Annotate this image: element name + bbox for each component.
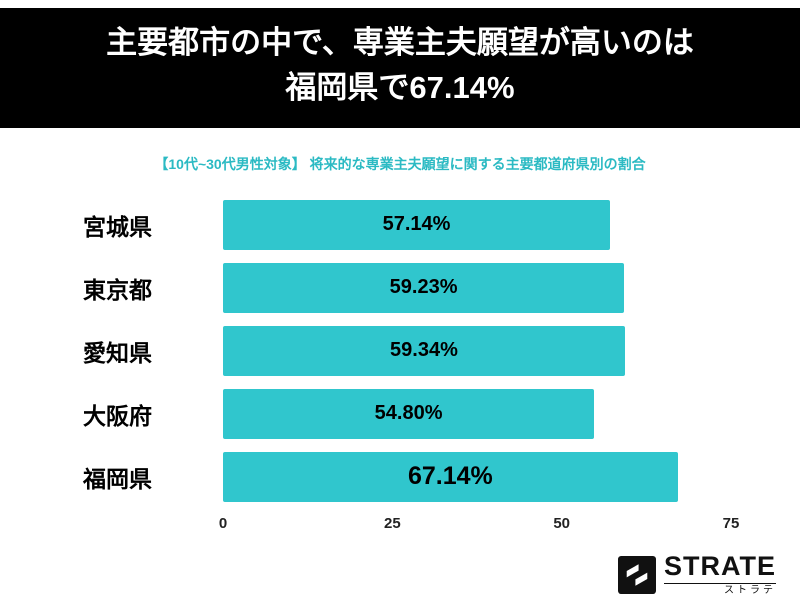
plot-area: 67.14% — [223, 451, 731, 502]
category-label: 福岡県 — [83, 465, 152, 492]
bar: 59.23% — [223, 262, 625, 313]
bar-value-label: 67.14% — [407, 462, 493, 491]
category-label: 愛知県 — [83, 339, 152, 366]
bar-value-label: 54.80% — [374, 402, 443, 425]
axis-tick-labels: 0 25 50 75 — [219, 514, 740, 535]
axis-tick-label: 50 — [553, 514, 570, 532]
strate-logo: STRATE ストラテ — [618, 553, 776, 596]
x-axis: 0 25 50 75 — [83, 514, 740, 535]
category-label: 宮城県 — [83, 213, 152, 240]
axis-tick-label: 0 — [218, 514, 228, 532]
bar-chart: 宮城県 57.14% 東京都 59.23% 愛知県 59.34% 大阪府 54.80% 福岡県 6… — [83, 199, 740, 535]
strate-logo-icon — [618, 555, 656, 594]
category-label: 大阪府 — [83, 402, 152, 429]
chart-row: 福岡県 67.14% — [83, 451, 731, 502]
axis-tick-label: 75 — [722, 514, 740, 532]
plot-area: 57.14% — [223, 199, 731, 250]
bar: 67.14% — [223, 451, 678, 502]
bar-value-label: 59.23% — [389, 276, 458, 299]
logo-subtext: ストラテ — [664, 583, 776, 596]
chart-row: 宮城県 57.14% — [83, 199, 731, 250]
chart-row: 愛知県 59.34% — [83, 325, 731, 376]
plot-area: 54.80% — [223, 388, 731, 439]
title-line-2: 福岡県で67.14% — [285, 69, 515, 105]
bar-value-label: 57.14% — [382, 213, 451, 236]
chart-row: 東京都 59.23% — [83, 262, 731, 313]
logo-text: STRATE — [664, 551, 776, 581]
logo-text-block: STRATE ストラテ — [664, 553, 776, 596]
title-banner: 主要都市の中で、専業主夫願望が高いのは 福岡県で67.14% — [0, 8, 800, 128]
chart-rows: 宮城県 57.14% 東京都 59.23% 愛知県 59.34% 大阪府 54.80% 福岡県 6… — [83, 199, 731, 502]
bar: 54.80% — [223, 388, 595, 439]
plot-area: 59.34% — [223, 325, 731, 376]
bar: 57.14% — [223, 199, 611, 250]
axis-tick-label: 25 — [383, 514, 401, 532]
category-label: 東京都 — [83, 276, 152, 303]
axis-spacer — [83, 515, 223, 535]
plot-area: 59.23% — [223, 262, 731, 313]
bar-value-label: 59.34% — [390, 339, 458, 362]
infographic: 主要都市の中で、専業主夫願望が高いのは 福岡県で67.14% 【10代~30代男… — [0, 8, 800, 596]
chart-subtitle: 【10代~30代男性対象】 将来的な専業主夫願望に関する主要都道府県別の割合 — [154, 155, 646, 172]
title-line-1: 主要都市の中で、専業主夫願望が高いのは — [106, 25, 694, 60]
chart-row: 大阪府 54.80% — [83, 388, 731, 439]
bar: 59.34% — [223, 325, 625, 376]
